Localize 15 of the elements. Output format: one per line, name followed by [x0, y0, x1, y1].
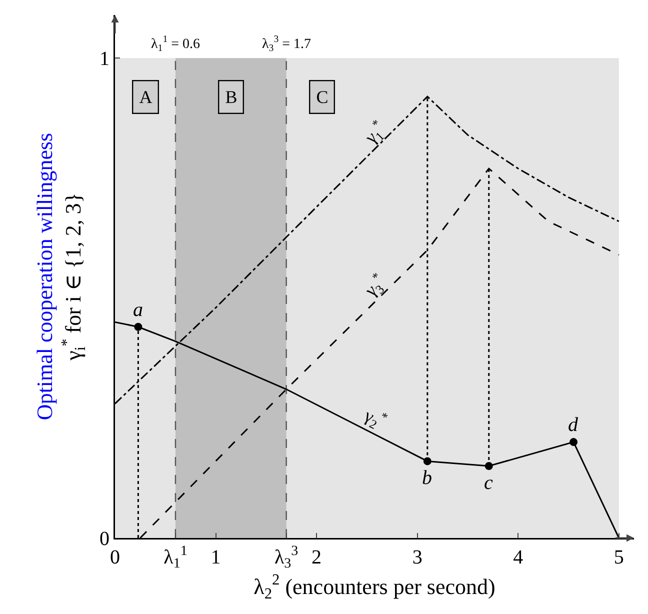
x-tick-label: 1 — [210, 546, 221, 568]
x-tick-label: 3 — [412, 546, 422, 568]
x-tick-label: 2 — [312, 546, 322, 568]
ref-line-label: λ$_{3}$$^{3}$ = 1.7 — [262, 34, 312, 54]
annotation: d — [568, 414, 579, 436]
annotation: b — [422, 467, 432, 489]
x-axis-title: λ$_{2}$$^{2}$ (encounters per second) — [254, 572, 496, 603]
ref-line-label: λ$_{1}$$^{1}$ = 0.6 — [151, 34, 200, 54]
x-tick-label: 4 — [513, 546, 524, 568]
annotation: c — [484, 472, 493, 494]
annotation: a — [133, 299, 143, 321]
annotation: B — [225, 87, 238, 108]
x-tick-label: 5 — [614, 546, 624, 568]
annotation: A — [139, 87, 152, 108]
annotation: C — [316, 87, 328, 108]
